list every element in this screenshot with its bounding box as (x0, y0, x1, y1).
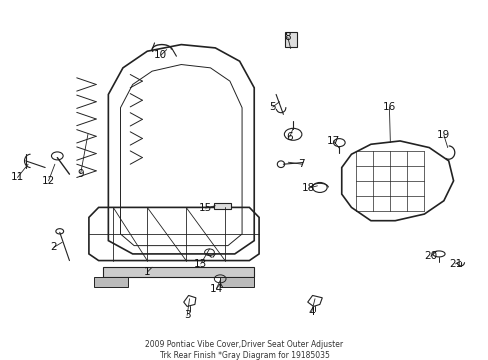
Text: 4: 4 (307, 307, 314, 317)
Text: 5: 5 (269, 102, 275, 112)
Text: 2009 Pontiac Vibe Cover,Driver Seat Outer Adjuster
Trk Rear Finish *Gray Diagram: 2009 Pontiac Vibe Cover,Driver Seat Oute… (145, 340, 343, 360)
Text: 6: 6 (286, 132, 292, 142)
Text: 3: 3 (183, 310, 190, 320)
Text: 2: 2 (50, 242, 57, 252)
Text: 11: 11 (11, 172, 24, 183)
Text: 15: 15 (199, 203, 212, 213)
Text: 20: 20 (423, 251, 436, 261)
Polygon shape (94, 277, 127, 287)
Polygon shape (103, 267, 254, 277)
Text: 10: 10 (154, 50, 167, 60)
Text: 12: 12 (42, 176, 55, 186)
Polygon shape (220, 277, 254, 287)
Text: 7: 7 (298, 159, 305, 169)
Text: 9: 9 (77, 168, 84, 179)
FancyBboxPatch shape (214, 203, 231, 209)
Text: 19: 19 (436, 130, 449, 140)
Text: 14: 14 (209, 284, 223, 294)
Text: 13: 13 (194, 259, 207, 269)
Text: 21: 21 (448, 259, 461, 269)
Text: 8: 8 (284, 32, 290, 42)
Text: 17: 17 (326, 136, 340, 146)
Text: 1: 1 (143, 267, 150, 277)
Text: 18: 18 (302, 183, 315, 193)
Text: 16: 16 (382, 102, 395, 112)
FancyBboxPatch shape (284, 32, 296, 47)
